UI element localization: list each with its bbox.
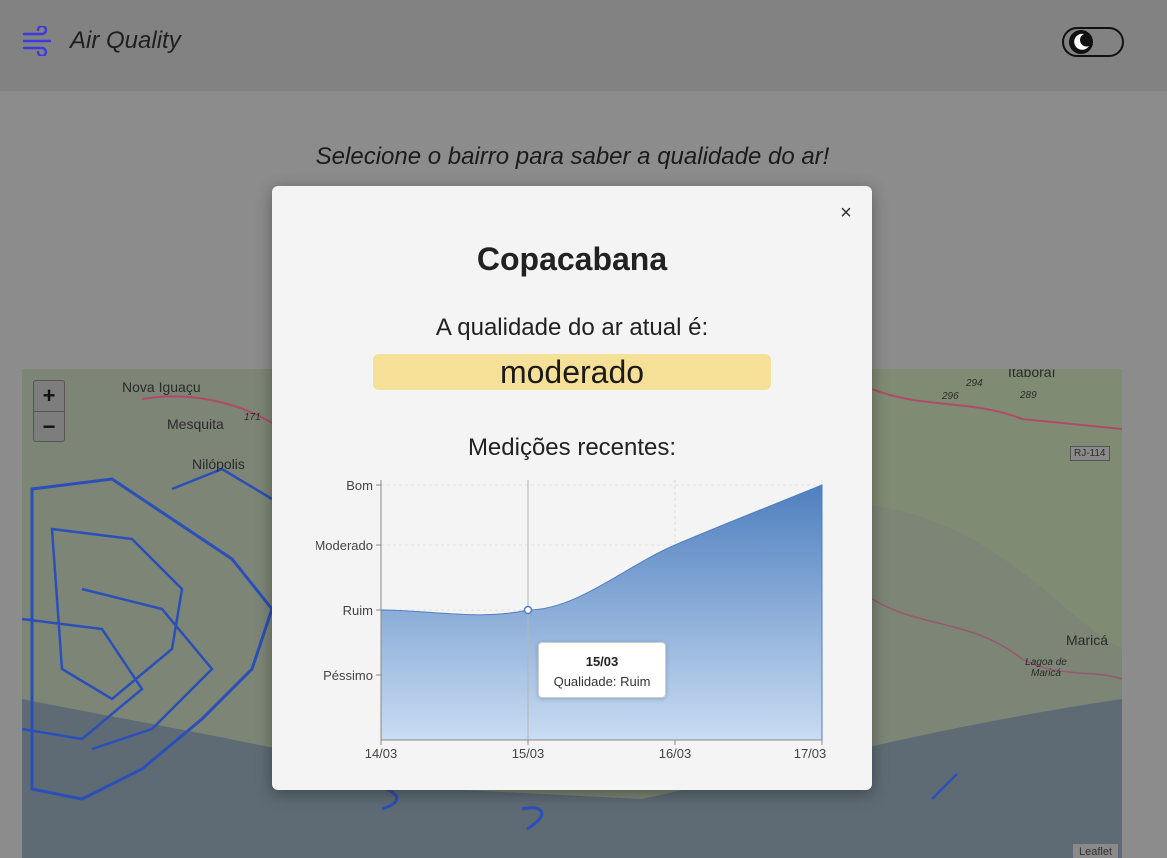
map-attribution[interactable]: Leaflet	[1072, 844, 1118, 858]
map-label-itaborai: Itaboraí	[1008, 369, 1056, 380]
modal-title: Copacabana	[476, 241, 668, 277]
x-tick-label-14-03: 14/03	[365, 746, 398, 761]
y-tick-label-moderado: Moderado	[316, 538, 373, 553]
recent-measurements-label: Medições recentes:	[467, 434, 677, 461]
y-tick-label-bom: Bom	[346, 478, 373, 493]
map-label-nilopolis: Nilópolis	[192, 456, 245, 472]
quality-badge: moderado	[373, 354, 771, 390]
quality-chart[interactable]: Péssimo Ruim Moderado Bom 14/03 15/03 16/03 17…	[316, 470, 846, 770]
map-label-nova-iguacu: Nova Iguaçu	[122, 379, 201, 395]
theme-toggle[interactable]	[1062, 27, 1124, 57]
data-point-15-03[interactable]	[523, 605, 533, 615]
zoom-out-button[interactable]: −	[34, 411, 64, 442]
close-button[interactable]: ×	[840, 202, 852, 224]
app-header: Air Quality	[0, 0, 1167, 91]
map-label-289: 289	[1020, 390, 1037, 401]
app-title: Air Quality	[70, 27, 181, 54]
tooltip-date: 15/03	[585, 654, 619, 669]
zoom-control: + −	[33, 380, 65, 442]
x-tick-label-17-03: 17/03	[794, 746, 827, 761]
neighborhood-modal: × Copacabana A qualidade do ar atual é: …	[272, 186, 872, 790]
wind-icon	[22, 26, 52, 56]
moon-icon	[1069, 30, 1093, 54]
x-tick-label-16-03: 16/03	[659, 746, 692, 761]
quality-area-series	[380, 484, 823, 741]
map-label-mesquita: Mesquita	[167, 416, 224, 432]
zoom-in-button[interactable]: +	[42, 383, 56, 408]
map-label-171: 171	[244, 412, 261, 423]
x-tick-label-15-03: 15/03	[512, 746, 545, 761]
map-label-296: 296	[942, 391, 959, 402]
y-tick-label-péssimo: Péssimo	[323, 668, 373, 683]
chart-tooltip: 15/03 Qualidade: Ruim	[538, 642, 666, 698]
tooltip-text: Qualidade: Ruim	[553, 674, 651, 689]
quality-label: A qualidade do ar atual é:	[435, 314, 709, 341]
map-label-marica: Maricá	[1066, 632, 1109, 648]
map-label-rj114: RJ-114	[1070, 446, 1110, 461]
map-label-lagoa-marica: Lagoa de Maricá	[1025, 657, 1067, 679]
page-subtitle: Selecione o bairro para saber a qualidad…	[315, 143, 830, 170]
y-tick-label-ruim: Ruim	[343, 603, 373, 618]
map-label-294: 294	[966, 378, 983, 389]
